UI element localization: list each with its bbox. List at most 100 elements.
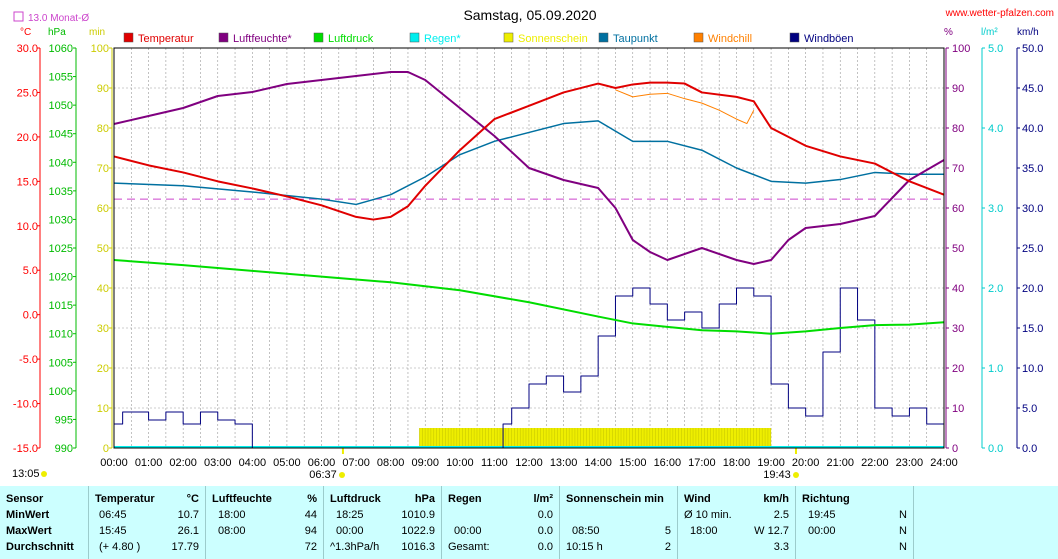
pressure-axis-tick-label: 1040 — [49, 157, 73, 169]
legend-swatch-3 — [409, 32, 420, 43]
axes: 00:00 01:00 02:00 03:00 04:00 05:00 06:00 07:00… — [13, 43, 1044, 469]
temp-axis-tick-label: 30.0 — [17, 43, 38, 55]
hum-avg-value: 72 — [304, 541, 317, 553]
press-header: Luftdruck — [330, 493, 381, 505]
temp-header: Temperatur — [95, 493, 155, 505]
rain-axis-tick-label: 1.0 — [988, 363, 1003, 375]
x-tick-label: 06:00 — [308, 457, 336, 469]
x-tick-label: 19:00 — [757, 457, 785, 469]
legend-label-6: Windchill — [708, 33, 752, 45]
row-label-avg: Durchschnitt — [6, 541, 74, 553]
row-label-max: MaxWert — [6, 525, 52, 537]
pressure-axis-tick-label: 1035 — [49, 186, 73, 198]
hum-header: Luftfeuchte — [212, 493, 272, 505]
series-layer — [113, 71, 945, 454]
x-tick-label: 16:00 — [654, 457, 682, 469]
pressure-axis-tick-label: 1010 — [49, 329, 73, 341]
x-tick-label: 07:00 — [342, 457, 370, 469]
rain-axis-tick-label: 4.0 — [988, 123, 1003, 135]
temp-max-time: 15:45 — [99, 525, 127, 537]
wind-max-time: 18:00 — [690, 525, 718, 537]
sun-axis-tick-label: 90 — [97, 83, 109, 95]
dir-avg-value: N — [899, 541, 907, 553]
legend-label-3: Regen* — [424, 33, 461, 45]
legend-label-2: Luftdruck — [328, 33, 374, 45]
col-pressure: Luftdruck hPa 18:25 1010.9 00:00 1022.9 … — [324, 486, 442, 559]
unit-kmh: km/h — [1017, 27, 1039, 38]
x-tick-label: 15:00 — [619, 457, 647, 469]
temp-axis-tick-label: 0.0 — [23, 310, 38, 322]
hum-unit: % — [307, 493, 317, 505]
x-tick-label: 04:00 — [239, 457, 267, 469]
sun-axis-tick-label: 80 — [97, 123, 109, 135]
wind-axis-tick-label: 25.0 — [1022, 243, 1043, 255]
humidity-axis-tick-label: 20 — [952, 363, 964, 375]
wind-header: Wind — [684, 493, 711, 505]
x-tick-label: 24:00 — [930, 457, 958, 469]
legend-label-1: Luftfeuchte* — [233, 33, 292, 45]
pressure-axis-tick-label: 1045 — [49, 129, 73, 141]
humidity-axis-tick-label: 80 — [952, 123, 964, 135]
dir-header: Richtung — [802, 493, 850, 505]
x-tick-label: 21:00 — [826, 457, 854, 469]
humidity-axis-tick-label: 60 — [952, 203, 964, 215]
temp-unit: °C — [186, 493, 199, 505]
sensor-header: Sensor — [6, 493, 44, 505]
unit-percent: % — [944, 27, 953, 38]
pressure-axis-tick-label: 1050 — [49, 100, 73, 112]
x-tick-label: 03:00 — [204, 457, 232, 469]
rain-axis-tick-label: 3.0 — [988, 203, 1003, 215]
rain-axis-tick-label: 0.0 — [988, 443, 1003, 455]
x-tick-label: 18:00 — [723, 457, 751, 469]
press-unit: hPa — [414, 493, 435, 505]
rain-total-label: Gesamt: — [448, 541, 490, 553]
x-tick-label: 22:00 — [861, 457, 889, 469]
wind-max-value: W 12.7 — [754, 525, 789, 537]
wind-axis-tick-label: 50.0 — [1022, 43, 1043, 55]
temp-axis-tick-label: 25.0 — [17, 87, 38, 99]
press-avg-value: 1016.3 — [401, 541, 435, 553]
grid — [114, 48, 944, 448]
rain-header: Regen — [448, 493, 482, 505]
sun-avg-value: 2 — [664, 541, 671, 553]
pressure-axis-tick-label: 1020 — [49, 272, 73, 284]
rain-max-value: 0.0 — [537, 525, 553, 537]
sunset-icon — [793, 472, 799, 478]
sunrise-time: 06:37 — [309, 469, 337, 481]
wind-axis-tick-label: 45.0 — [1022, 83, 1043, 95]
plot-frame — [113, 47, 945, 449]
hum-min-time: 18:00 — [218, 509, 246, 521]
wind-unit: km/h — [763, 493, 789, 505]
dir-min-time: 19:45 — [808, 509, 836, 521]
humidity-axis-tick-label: 100 — [952, 43, 970, 55]
hum-min-value: 44 — [304, 509, 317, 521]
sun-axis-tick-label: 60 — [97, 203, 109, 215]
legend-swatch-2 — [313, 32, 324, 43]
sun-max-value: 5 — [664, 525, 671, 537]
wind-avg10-label: Ø 10 min. — [684, 509, 732, 521]
weather-chart: Samstag, 05.09.2020 www.wetter-pfalzen.c… — [12, 7, 1054, 481]
temp-max-value: 26.1 — [177, 525, 199, 537]
wind-axis-tick-label: 5.0 — [1022, 403, 1037, 415]
sunset-marker — [794, 448, 797, 454]
rain-max-time: 00:00 — [454, 525, 482, 537]
temp-avg-delta: (+ 4.80 ) — [99, 541, 141, 553]
unit-lm2: l/m² — [981, 27, 998, 38]
humidity-axis-tick-label: 50 — [952, 243, 964, 255]
rain-unit: l/m² — [533, 493, 553, 505]
humidity-axis-tick-label: 10 — [952, 403, 964, 415]
sunrise-marker — [341, 448, 344, 454]
rain-total-value: 0.0 — [537, 541, 553, 553]
temp-axis-tick-label: 5.0 — [23, 265, 38, 277]
legend-swatch-4 — [503, 32, 514, 43]
x-tick-label: 13:00 — [550, 457, 578, 469]
sun-axis-tick-label: 10 — [97, 403, 109, 415]
windchill-line — [615, 89, 755, 125]
temp-axis-tick-label: 20.0 — [17, 132, 38, 144]
x-tick-label: 01:00 — [135, 457, 163, 469]
temp-min-value: 10.7 — [177, 509, 199, 521]
corner-sun-icon — [41, 471, 47, 477]
row-label-min: MinWert — [6, 509, 50, 521]
sun-axis-tick-label: 0 — [103, 443, 109, 455]
humidity-axis-tick-label: 70 — [952, 163, 964, 175]
